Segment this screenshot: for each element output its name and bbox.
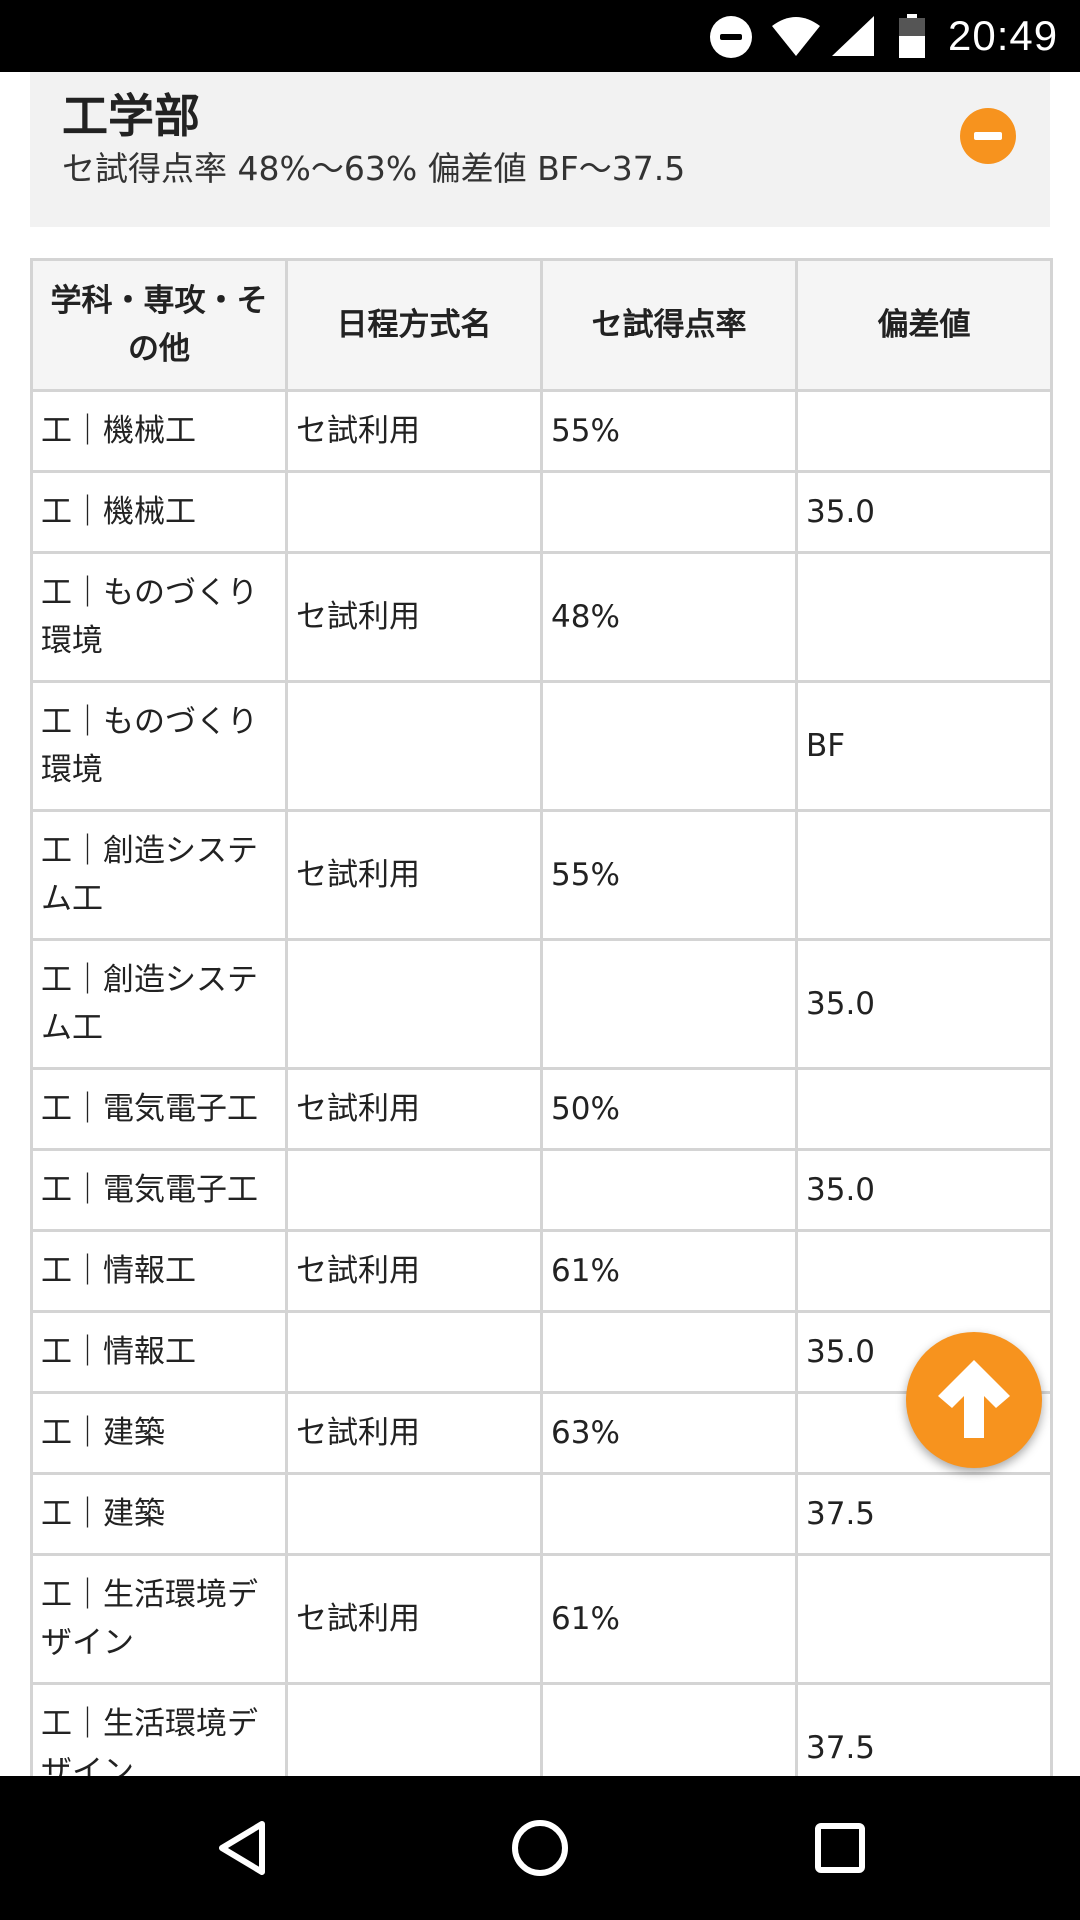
cell-department: 工｜電気電子工 [30, 1067, 288, 1151]
signal-icon [832, 16, 874, 56]
cell-method [285, 1682, 543, 1776]
header-department: 学科・専攻・その他 [30, 258, 288, 392]
status-bar: 20:49 [0, 0, 1080, 72]
header-score-rate: セ試得点率 [540, 258, 798, 392]
cell-score-rate [540, 470, 798, 554]
cell-score-rate: 50% [540, 1067, 798, 1151]
cell-score-rate [540, 1682, 798, 1776]
table-row: 工｜ものづくり環境 セ試利用 48% [30, 551, 1053, 683]
cell-score-rate [540, 1472, 798, 1556]
minus-circle-icon[interactable] [960, 108, 1016, 164]
table-row: 工｜ものづくり環境 BF [30, 680, 1053, 812]
cell-method: セ試利用 [285, 1391, 543, 1475]
cell-method: セ試利用 [285, 1067, 543, 1151]
table-row: 工｜電気電子工 セ試利用 50% [30, 1067, 1053, 1151]
cell-department: 工｜ものづくり環境 [30, 680, 288, 812]
score-table: 学科・専攻・その他 日程方式名 セ試得点率 偏差値 工｜機械工 セ試利用 55%… [30, 258, 1053, 1776]
cell-method: セ試利用 [285, 1553, 543, 1685]
cell-score-rate [540, 680, 798, 812]
table-header-row: 学科・専攻・その他 日程方式名 セ試得点率 偏差値 [30, 258, 1053, 392]
table-row: 工｜創造システム工 35.0 [30, 938, 1053, 1070]
cell-method [285, 938, 543, 1070]
wifi-icon [772, 17, 820, 56]
page-content: 工学部 セ試得点率 48%〜63% 偏差値 BF〜37.5 学科・専攻・その他 … [0, 72, 1080, 1776]
cell-department: 工｜機械工 [30, 470, 288, 554]
cell-deviation [795, 1067, 1053, 1151]
table-row: 工｜情報工 セ試利用 61% [30, 1229, 1053, 1313]
cell-department: 工｜生活環境デザイン [30, 1553, 288, 1685]
table-row: 工｜建築 37.5 [30, 1472, 1053, 1556]
cell-score-rate: 48% [540, 551, 798, 683]
cell-deviation [795, 551, 1053, 683]
faculty-header[interactable]: 工学部 セ試得点率 48%〜63% 偏差値 BF〜37.5 [30, 72, 1050, 227]
scroll-to-top-button[interactable] [906, 1332, 1042, 1468]
cell-deviation: BF [795, 680, 1053, 812]
cell-method [285, 680, 543, 812]
cell-method [285, 470, 543, 554]
table-row: 工｜電気電子工 35.0 [30, 1148, 1053, 1232]
navigation-bar [0, 1776, 1080, 1920]
cell-method: セ試利用 [285, 809, 543, 941]
table-row: 工｜機械工 セ試利用 55% [30, 389, 1053, 473]
recents-icon[interactable] [810, 1818, 870, 1878]
cell-department: 工｜情報工 [30, 1229, 288, 1313]
cell-deviation: 37.5 [795, 1472, 1053, 1556]
cell-score-rate: 55% [540, 809, 798, 941]
cell-method: セ試利用 [285, 1229, 543, 1313]
cell-score-rate: 63% [540, 1391, 798, 1475]
home-icon[interactable] [510, 1818, 570, 1878]
status-time: 20:49 [948, 12, 1059, 59]
cell-method [285, 1472, 543, 1556]
cell-department: 工｜電気電子工 [30, 1148, 288, 1232]
faculty-summary: セ試得点率 48%〜63% 偏差値 BF〜37.5 [62, 149, 686, 188]
cell-score-rate [540, 938, 798, 1070]
table-row: 工｜生活環境デザイン セ試利用 61% [30, 1553, 1053, 1685]
table-row: 工｜情報工 35.0 [30, 1310, 1053, 1394]
cell-score-rate: 55% [540, 389, 798, 473]
cell-score-rate: 61% [540, 1553, 798, 1685]
back-icon[interactable] [212, 1818, 272, 1878]
cell-deviation: 35.0 [795, 1148, 1053, 1232]
cell-score-rate [540, 1148, 798, 1232]
table-row: 工｜創造システム工 セ試利用 55% [30, 809, 1053, 941]
cell-method [285, 1310, 543, 1394]
cell-score-rate [540, 1310, 798, 1394]
table-row: 工｜建築 セ試利用 63% [30, 1391, 1053, 1475]
battery-icon [899, 14, 925, 58]
cell-department: 工｜創造システム工 [30, 809, 288, 941]
cell-method: セ試利用 [285, 551, 543, 683]
cell-score-rate: 61% [540, 1229, 798, 1313]
cell-deviation [795, 1229, 1053, 1313]
table-row: 工｜生活環境デザイン 37.5 [30, 1682, 1053, 1776]
arrow-up-icon [938, 1360, 1010, 1438]
header-deviation: 偏差値 [795, 258, 1053, 392]
cell-department: 工｜生活環境デザイン [30, 1682, 288, 1776]
cell-deviation: 35.0 [795, 938, 1053, 1070]
cell-department: 工｜情報工 [30, 1310, 288, 1394]
cell-deviation: 35.0 [795, 470, 1053, 554]
faculty-title: 工学部 [62, 89, 200, 143]
cell-department: 工｜建築 [30, 1472, 288, 1556]
cell-deviation [795, 1553, 1053, 1685]
cell-department: 工｜ものづくり環境 [30, 551, 288, 683]
cell-department: 工｜建築 [30, 1391, 288, 1475]
cell-deviation: 37.5 [795, 1682, 1053, 1776]
cell-deviation [795, 389, 1053, 473]
minus-bar [974, 132, 1002, 140]
cell-deviation [795, 809, 1053, 941]
cell-department: 工｜創造システム工 [30, 938, 288, 1070]
table-row: 工｜機械工 35.0 [30, 470, 1053, 554]
cell-department: 工｜機械工 [30, 389, 288, 473]
do-not-disturb-icon [710, 16, 752, 58]
cell-method [285, 1148, 543, 1232]
header-method: 日程方式名 [285, 258, 543, 392]
cell-method: セ試利用 [285, 389, 543, 473]
